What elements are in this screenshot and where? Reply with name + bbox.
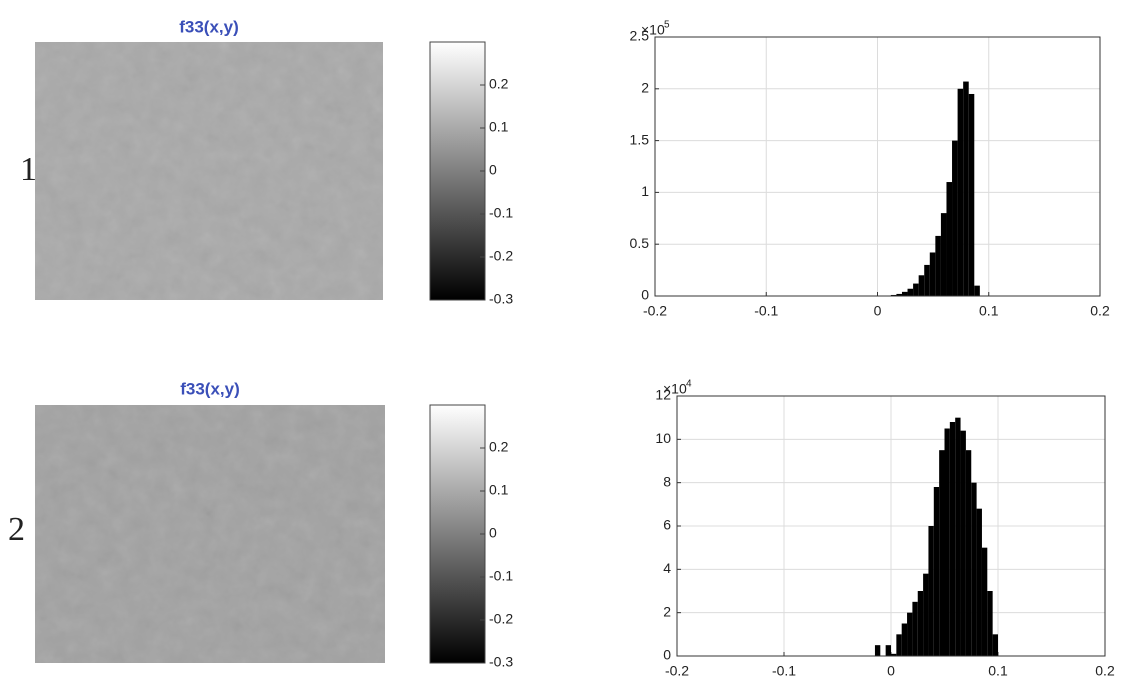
x-tick-label: 0.2: [1090, 303, 1110, 319]
y-tick-label: 2: [641, 80, 649, 96]
bar: [901, 623, 908, 656]
y-tick-label: 4: [663, 560, 671, 576]
y-tick-label: 2: [663, 603, 671, 619]
bar: [939, 450, 945, 656]
y-tick-label: 6: [663, 517, 671, 533]
bar: [965, 450, 972, 656]
bar: [912, 601, 918, 656]
bar: [928, 526, 934, 656]
bar: [896, 293, 902, 296]
bar: [918, 275, 925, 296]
x-tick-label: -0.2: [665, 663, 689, 679]
panel-title: f33(x,y): [179, 17, 239, 36]
panel-title: f33(x,y): [180, 379, 240, 398]
image-texture: [35, 405, 385, 663]
colorbar-tick-label: -0.1: [489, 568, 513, 584]
bar: [929, 252, 936, 296]
x-tick-label: 0: [887, 663, 895, 679]
bar: [944, 428, 950, 656]
colorbar-tick-label: 0: [489, 162, 497, 178]
bar: [913, 283, 919, 296]
bar: [891, 653, 897, 656]
axes-frame: [654, 36, 1101, 297]
bar: [896, 634, 902, 656]
x-tick-label: -0.2: [643, 303, 667, 319]
y-tick-label: 8: [663, 473, 671, 489]
bar: [874, 645, 881, 656]
bar: [960, 430, 966, 656]
bar: [955, 417, 961, 656]
y-tick-label: 0: [641, 287, 649, 303]
colorbar-tick-label: -0.3: [489, 654, 513, 670]
x-tick-label: -0.1: [772, 663, 796, 679]
colorbar-tick-label: 0.2: [489, 439, 509, 455]
bar: [885, 645, 891, 656]
bar: [946, 182, 953, 296]
y-tick-label: 12: [655, 387, 671, 403]
bar: [949, 422, 956, 656]
image-texture: [35, 42, 383, 300]
x-tick-label: 0: [874, 303, 882, 319]
y-tick-label: 1: [641, 183, 649, 199]
bar: [992, 634, 998, 656]
y-tick-label: 0: [663, 647, 671, 663]
x-tick-label: 0.1: [988, 663, 1008, 679]
bar: [963, 81, 969, 296]
bar: [901, 291, 908, 296]
x-tick-label: -0.1: [754, 303, 778, 319]
bar: [907, 288, 914, 296]
bar: [987, 591, 993, 656]
bar: [981, 547, 988, 656]
y-tick-label: 2.5: [630, 28, 650, 44]
y-tick-label: 1.5: [630, 131, 650, 147]
bar: [974, 285, 980, 296]
bar: [917, 591, 924, 656]
colorbar: [429, 41, 486, 301]
bar: [923, 573, 929, 656]
y-offset-exponent: 4: [686, 379, 692, 390]
colorbar-tick-label: 0.1: [489, 119, 509, 135]
bar: [907, 612, 913, 656]
colorbar-tick-label: -0.3: [489, 291, 513, 307]
x-tick-label: 0.1: [979, 303, 999, 319]
y-offset-text: ×10: [663, 381, 687, 397]
colorbar-tick-label: 0.1: [489, 482, 509, 498]
colorbar-tick-label: 0: [489, 525, 497, 541]
bar: [935, 235, 941, 296]
colorbar-tick-label: 0.2: [489, 76, 509, 92]
bar: [940, 213, 947, 296]
bar: [890, 294, 897, 296]
x-tick-label: 0.2: [1095, 663, 1115, 679]
bar: [971, 482, 977, 656]
colorbar-tick-label: -0.1: [489, 205, 513, 221]
bar: [968, 93, 975, 296]
bar: [933, 487, 940, 656]
colorbar: [429, 404, 486, 664]
bar: [957, 88, 964, 296]
y-offset-text: ×10: [641, 22, 665, 38]
bar: [952, 140, 958, 296]
row-label: 1: [20, 151, 37, 188]
row-label: 2: [8, 511, 25, 548]
bar: [976, 508, 982, 656]
y-tick-label: 0.5: [630, 235, 650, 251]
colorbar-tick-label: -0.2: [489, 248, 513, 264]
axes-frame: [676, 395, 1106, 657]
y-offset-exponent: 5: [664, 20, 670, 31]
colorbar-tick-label: -0.2: [489, 611, 513, 627]
bar: [924, 264, 930, 296]
y-tick-label: 10: [655, 430, 671, 446]
